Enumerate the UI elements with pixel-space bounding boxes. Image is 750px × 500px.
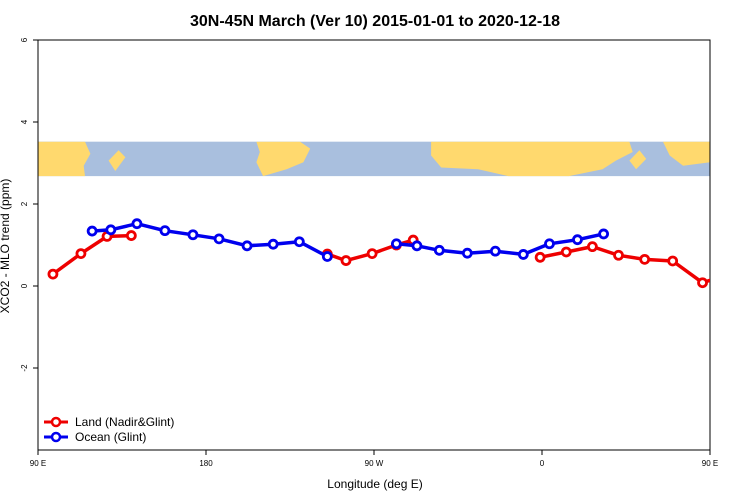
y-tick-label: 0: [20, 283, 29, 288]
map-land-shape-1: [108, 150, 126, 171]
data-point: [560, 246, 572, 258]
series-1: [86, 218, 609, 262]
data-point: [213, 233, 225, 245]
map-land-shape-3: [431, 141, 633, 177]
data-point: [461, 247, 473, 259]
data-point: [75, 248, 87, 260]
legend-label-ocean: Ocean (Glint): [75, 430, 146, 444]
data-point: [293, 236, 305, 248]
plot-frame: [37, 39, 711, 451]
map-land: [38, 141, 710, 177]
data-point: [639, 253, 651, 265]
data-point: [321, 251, 333, 262]
data-point: [86, 225, 98, 237]
data-point: [433, 244, 445, 256]
data-point: [390, 238, 402, 250]
data-point: [544, 238, 555, 250]
x-tick-label: 90 E: [30, 459, 46, 468]
data-point: [340, 255, 352, 266]
data-point: [667, 255, 679, 267]
legend-marker-ocean: [50, 431, 62, 443]
data-point: [125, 230, 137, 241]
data-point: [241, 240, 253, 252]
series-line: [91, 221, 329, 259]
x-tick-label: 90 W: [365, 459, 384, 468]
data-point: [725, 271, 733, 279]
data-point: [187, 229, 199, 241]
data-point: [267, 238, 279, 250]
y-axis-label: XCO2 - MLO trend (ppm): [0, 179, 12, 314]
x-axis: 90 E 180 90 W 0 90 E: [30, 450, 718, 468]
data-point: [47, 268, 59, 280]
y-tick-label: -2: [20, 364, 29, 372]
data-point: [598, 228, 609, 240]
data-point: [517, 249, 529, 260]
x-axis-label: Longitude (deg E): [327, 477, 422, 491]
legend-label-land: Land (Nadir&Glint): [75, 415, 174, 429]
data-point: [697, 277, 708, 289]
data-point: [489, 245, 501, 257]
data-point: [587, 241, 598, 253]
legend: Land (Nadir&Glint) Ocean (Glint): [44, 415, 174, 444]
y-tick-label: 6: [20, 37, 29, 42]
x-tick-label: 90 E: [702, 459, 718, 468]
map-land-shape-5: [629, 150, 647, 170]
data-point: [105, 224, 117, 236]
data-point: [366, 248, 378, 260]
data-point: [131, 218, 143, 230]
series-0: [47, 230, 733, 289]
series-line: [51, 233, 132, 276]
data-point: [159, 225, 171, 237]
series-layer: [47, 218, 733, 289]
data-point: [613, 249, 624, 261]
y-tick-label: 4: [20, 119, 29, 124]
y-axis: -2 0 2 4 6: [20, 37, 38, 372]
y-tick-label: 2: [20, 201, 29, 206]
map-land-shape-0: [38, 141, 91, 177]
map-land-shape-6: [663, 141, 710, 166]
data-point: [411, 240, 423, 252]
data-point: [572, 234, 583, 246]
chart-title: 30N-45N March (Ver 10) 2015-01-01 to 202…: [190, 13, 560, 30]
data-point: [534, 251, 546, 263]
x-tick-label: 180: [199, 459, 213, 468]
map-land-shape-4: [518, 146, 539, 161]
map-land-shape-2: [256, 141, 311, 177]
legend-marker-land: [50, 416, 62, 428]
x-tick-label: 0: [540, 459, 545, 468]
